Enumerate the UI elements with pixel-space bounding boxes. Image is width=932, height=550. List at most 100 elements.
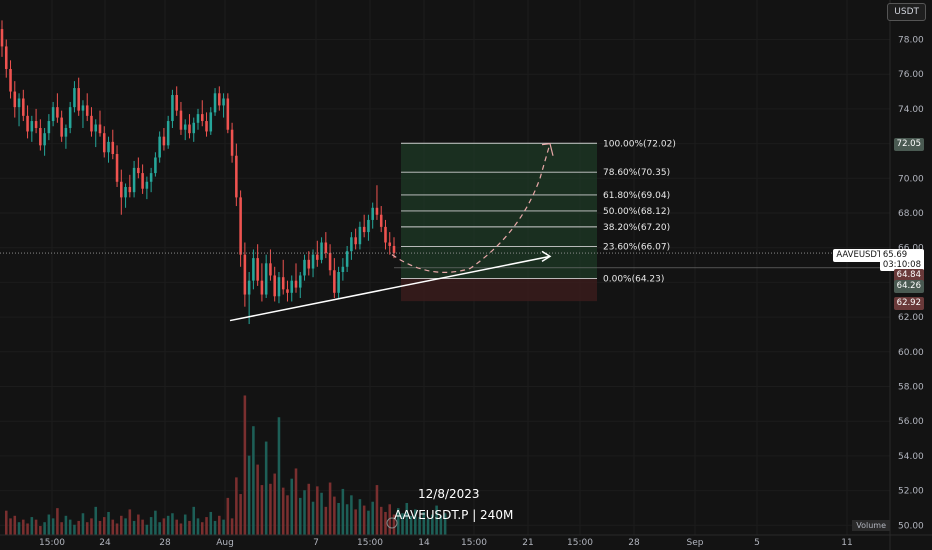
volume-bar: [426, 518, 430, 535]
volume-bar: [47, 514, 51, 535]
volume-bar: [9, 518, 12, 535]
y-tick-label: 74.00: [898, 105, 924, 115]
volume-bar: [218, 515, 221, 535]
trend-arrow-head: [541, 250, 552, 263]
candle-body: [17, 98, 21, 108]
candle-body: [30, 121, 34, 132]
volume-bar: [98, 520, 102, 535]
x-tick-label: 15:00: [461, 538, 487, 548]
fib-loss-zone: [401, 278, 597, 302]
volume-bar: [409, 515, 413, 535]
time-axis[interactable]: 15:00 24 28 Aug 7 15:00 14 15:00 21 15:00 28 Sep 5 11: [0, 534, 932, 548]
candle-body: [260, 280, 264, 295]
candle-body: [162, 136, 166, 146]
candle-body: [132, 167, 136, 193]
volume-bar: [337, 503, 340, 535]
candle-body: [303, 259, 306, 276]
chart-symbol: AAVEUSDT.P | 240M: [394, 508, 514, 522]
volume-bar: [298, 497, 302, 535]
upper-price-tag: 72.05: [893, 138, 924, 151]
volume-bar: [64, 515, 68, 535]
volume-bar: [141, 519, 144, 535]
volume-bar: [200, 522, 204, 535]
volume-bar: [128, 509, 132, 535]
candle-body: [298, 275, 302, 288]
volume-bar: [345, 504, 349, 535]
candle-body: [124, 186, 127, 198]
candle-body: [239, 197, 242, 255]
volume-bar: [269, 483, 272, 535]
candle-body: [290, 280, 294, 293]
volume-bar: [311, 501, 315, 535]
candle-body: [68, 107, 72, 128]
x-tick-label: 21: [522, 538, 533, 548]
volume-bar: [85, 522, 89, 535]
candle-body: [22, 98, 25, 116]
volume-bar: [94, 506, 98, 535]
volume-bar: [358, 499, 362, 535]
volume-bar: [196, 518, 200, 535]
volume-bar: [120, 515, 123, 535]
bar-countdown: 03:10:08: [882, 260, 921, 270]
candle-body: [222, 98, 225, 106]
volume-bar: [333, 496, 336, 535]
x-tick-label: 11: [841, 538, 852, 548]
candle-body: [107, 141, 110, 153]
fib-level-label: 50.00%(68.12): [603, 207, 670, 217]
candle-body: [324, 242, 328, 253]
candle-body: [328, 252, 332, 271]
candle-body: [183, 124, 187, 130]
candle-body: [115, 154, 119, 182]
x-tick-label: 15:00: [357, 538, 383, 548]
candle-body: [90, 115, 93, 132]
volume-label: Volume: [852, 520, 890, 531]
x-tick-label: Sep: [687, 538, 704, 548]
volume-bar: [239, 494, 242, 535]
candle-body: [34, 121, 38, 128]
volume-bar: [124, 518, 127, 535]
candle-body: [371, 207, 374, 220]
candle-body: [47, 121, 51, 134]
volume-bar: [405, 503, 409, 535]
candle-body: [188, 124, 191, 134]
projection-path: [391, 143, 551, 273]
volume-bar: [39, 526, 42, 535]
volume-bar: [384, 511, 387, 535]
volume-bar: [362, 505, 366, 535]
volume-bar: [162, 518, 166, 535]
y-tick-label: 76.00: [898, 70, 924, 80]
y-tick-label: 56.00: [898, 417, 924, 427]
volume-bar: [107, 511, 110, 535]
volume-bar: [17, 522, 21, 535]
volume-bar: [256, 464, 259, 535]
volume-bar: [294, 468, 298, 535]
candle-body: [81, 105, 85, 111]
volume-bar: [290, 478, 294, 535]
volume-bar: [56, 508, 59, 535]
x-tick-label: 15:00: [567, 538, 593, 548]
candle-body: [26, 115, 29, 132]
candle-body: [51, 107, 55, 122]
volume-bar: [81, 513, 85, 535]
candle-body: [247, 280, 251, 295]
volume-bar: [188, 520, 191, 535]
candle-body: [350, 237, 353, 252]
volume-bar: [439, 515, 443, 535]
volume-bar: [350, 495, 353, 535]
volume-bar: [171, 513, 174, 535]
candle-body: [102, 133, 106, 153]
x-tick-label: 28: [159, 538, 171, 548]
candle-body: [149, 173, 153, 182]
volume-bar: [371, 501, 374, 535]
candle-body: [316, 254, 319, 260]
volume-bar: [443, 513, 447, 535]
volume-bar: [30, 517, 34, 535]
volume-bar: [111, 519, 115, 535]
candle-body: [209, 112, 213, 132]
volume-bar: [277, 417, 281, 535]
currency-button[interactable]: USDT: [887, 3, 926, 21]
volume-bar: [179, 523, 183, 535]
y-tick-label: 70.00: [898, 174, 924, 184]
candle-body: [98, 124, 102, 134]
